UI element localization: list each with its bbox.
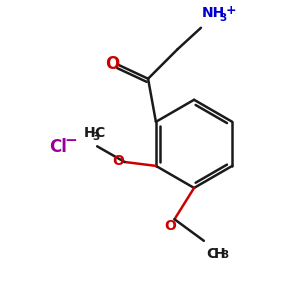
Text: −: − — [65, 134, 77, 148]
Text: Cl: Cl — [49, 138, 67, 156]
Text: O: O — [112, 154, 124, 168]
Text: O: O — [105, 55, 119, 73]
Text: 3: 3 — [220, 13, 227, 23]
Text: +: + — [225, 4, 236, 17]
Text: H: H — [84, 126, 95, 140]
Text: C: C — [206, 247, 216, 261]
Text: O: O — [165, 219, 176, 233]
Text: NH: NH — [202, 6, 225, 20]
Text: 3: 3 — [92, 132, 99, 142]
Text: H: H — [214, 247, 225, 261]
Text: C: C — [95, 126, 105, 140]
Text: 3: 3 — [221, 250, 229, 260]
